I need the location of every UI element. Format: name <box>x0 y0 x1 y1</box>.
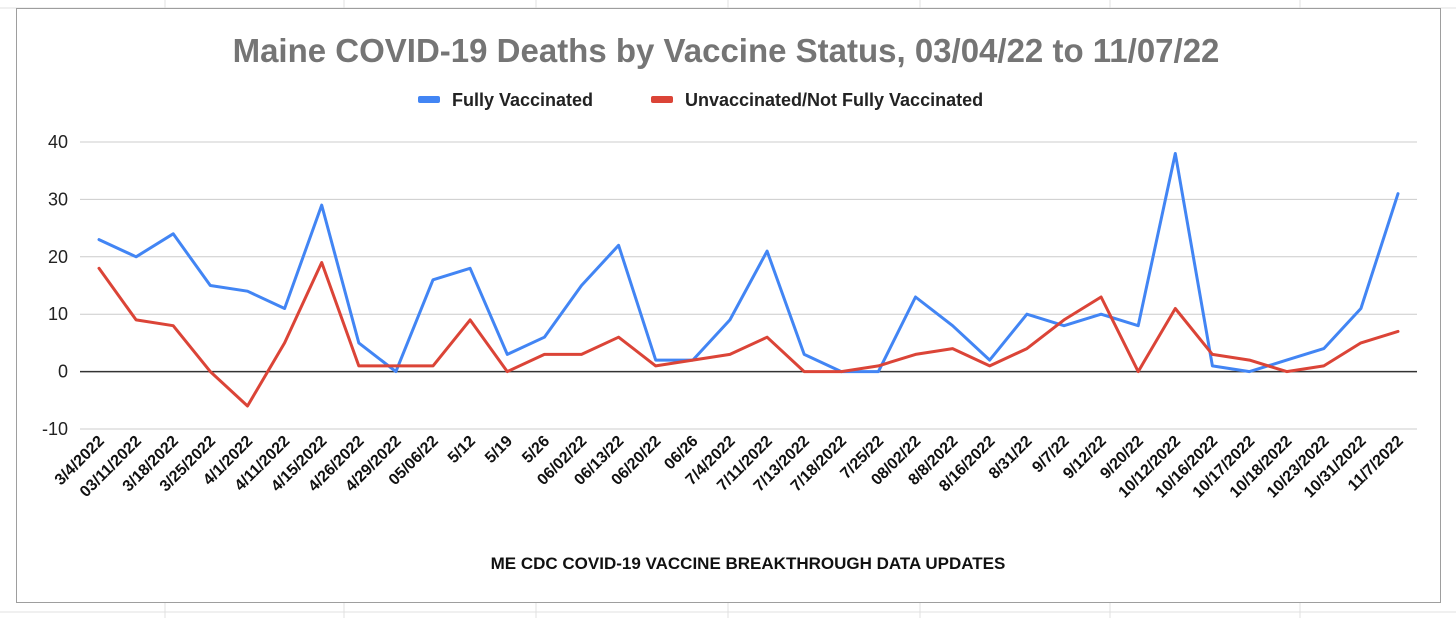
legend-label-fully-vaccinated: Fully Vaccinated <box>452 90 593 110</box>
data-series <box>97 152 1400 408</box>
legend-swatch-fully-vaccinated <box>418 96 440 103</box>
y-axis-ticks: 40 30 20 10 0 -10 <box>42 132 68 439</box>
x-axis-ticks: 3/4/202203/11/20223/18/20223/25/20224/1/… <box>52 433 1407 502</box>
series-line-fully-vaccinated <box>97 152 1400 374</box>
y-tick-label: 20 <box>48 247 68 267</box>
x-tick-label: 5/12 <box>445 433 479 467</box>
legend: Fully Vaccinated Unvaccinated/Not Fully … <box>418 90 983 110</box>
y-tick-label: 30 <box>48 189 68 209</box>
legend-label-unvaccinated: Unvaccinated/Not Fully Vaccinated <box>685 90 983 110</box>
y-tick-label: 0 <box>58 362 68 382</box>
series-line-unvaccinated <box>97 261 1400 408</box>
y-tick-label: -10 <box>42 419 68 439</box>
y-tick-label: 40 <box>48 132 68 152</box>
y-tick-label: 10 <box>48 304 68 324</box>
chart-container <box>16 8 1441 603</box>
legend-swatch-unvaccinated <box>651 96 673 103</box>
x-axis-label: ME CDC COVID-19 VACCINE BREAKTHROUGH DAT… <box>491 554 1006 573</box>
chart-title: Maine COVID-19 Deaths by Vaccine Status,… <box>233 32 1220 69</box>
x-tick-label: 5/19 <box>482 433 516 467</box>
